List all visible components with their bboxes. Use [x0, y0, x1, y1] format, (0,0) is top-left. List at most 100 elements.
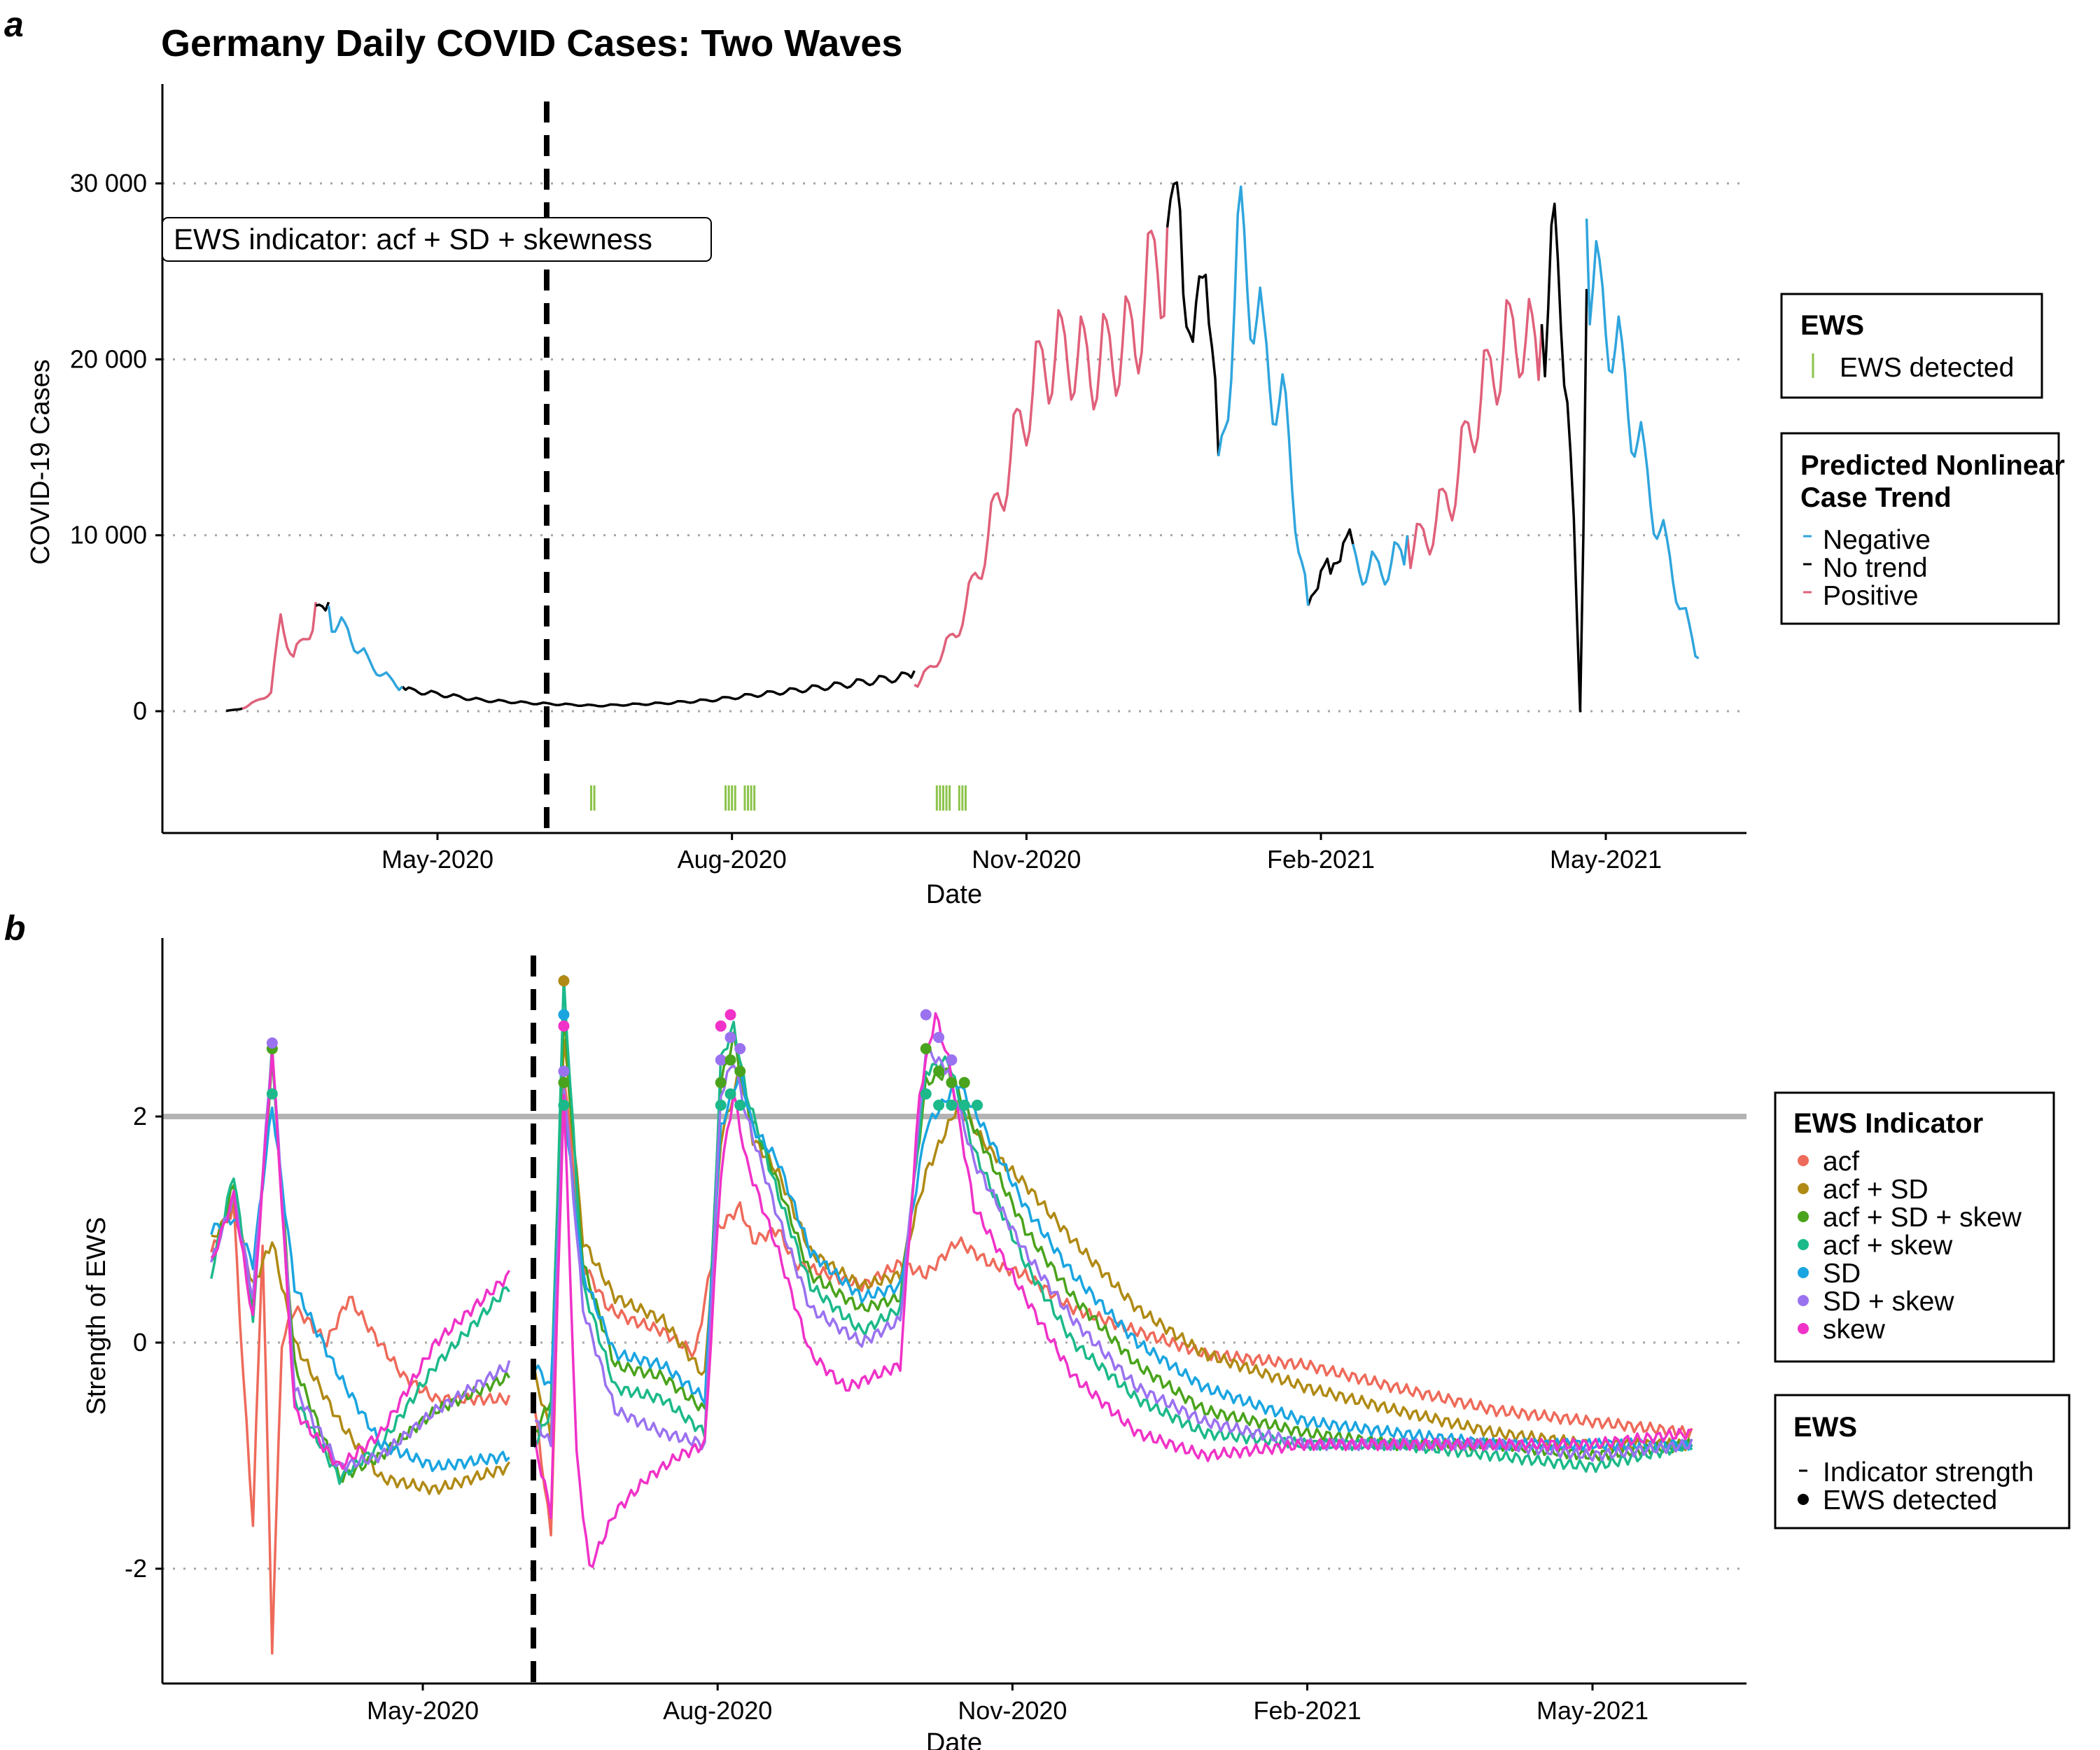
ews-detected-point: [958, 1077, 970, 1088]
annotation-box: [162, 217, 712, 262]
legend-box: [1780, 432, 2060, 625]
panel-a: a Germany Daily COVID Cases: Two Waves 0…: [4, 5, 2065, 909]
y-tick-label: 0: [133, 1328, 147, 1357]
legend-key: [1798, 1295, 1809, 1306]
indicator-line-skew: [210, 1048, 511, 1470]
y-tick-label: 2: [133, 1102, 147, 1130]
legend-title-line2: Case Trend: [1800, 482, 1952, 513]
legend-label: Indicator strength: [1823, 1457, 2033, 1488]
panel-b-y-ticks: -2 0 2: [125, 1102, 162, 1583]
legend-label: Negative: [1823, 525, 1931, 555]
ews-detected-point: [734, 1043, 746, 1055]
series-line-no-trend: [1166, 181, 1220, 456]
ews-detected-point: [558, 1020, 570, 1032]
ews-detected-point: [724, 1031, 736, 1043]
indicator-line-skew: [533, 1011, 1692, 1569]
ews-detected-point: [715, 1020, 727, 1032]
ews-detected-point: [946, 1054, 958, 1066]
panel-a-legend-trend: Predicted Nonlinear Case Trend Negative …: [1780, 432, 2065, 625]
ews-detected-point: [933, 1099, 945, 1111]
x-tick-label: Feb-2021: [1267, 845, 1375, 874]
series-line-no-trend: [315, 601, 330, 612]
ews-detected-point: [933, 1031, 945, 1043]
series-line-negative: [327, 605, 403, 692]
legend-title: EWS Indicator: [1793, 1108, 1983, 1139]
ews-detected-point: [734, 1065, 746, 1077]
ews-detected-point: [920, 1043, 932, 1055]
x-tick-label: Feb-2021: [1253, 1696, 1361, 1725]
legend-title-line1: Predicted Nonlinear: [1800, 450, 2065, 481]
panel-a-y-label: COVID-19 Cases: [26, 359, 55, 565]
ews-detected-point: [558, 1077, 570, 1088]
panel-b-y-label: Strength of EWS: [82, 1217, 111, 1415]
series-line-negative: [1352, 535, 1409, 586]
legend-label: EWS detected: [1823, 1485, 1997, 1516]
legend-key: [1798, 1183, 1809, 1194]
ews-detected-point: [558, 1009, 570, 1021]
ews-detected-point: [734, 1099, 746, 1111]
legend-label: skew: [1823, 1315, 1886, 1345]
panel-a-series: [225, 181, 1700, 713]
y-tick-label: -2: [125, 1554, 147, 1583]
ews-detected-point: [920, 1009, 932, 1021]
series-line-no-trend: [225, 707, 243, 713]
x-tick-label: Aug-2020: [678, 845, 787, 874]
panel-a-title: Germany Daily COVID Cases: Two Waves: [161, 22, 902, 64]
legend-key: [1798, 1267, 1809, 1278]
ews-detected-point: [724, 1088, 736, 1100]
panel-a-ews-ticks: [589, 785, 967, 811]
ews-detected-point: [933, 1065, 945, 1077]
legend-label: acf: [1823, 1147, 1859, 1177]
legend-box: [1774, 1091, 2055, 1363]
legend-label: acf + SD: [1823, 1175, 1928, 1205]
legend-box: [1780, 293, 2043, 399]
panel-b-series: [210, 974, 1693, 1655]
legend-label: No trend: [1823, 553, 1928, 583]
ews-detected-point: [266, 1037, 278, 1049]
panel-a-letter: a: [4, 5, 24, 44]
ews-detected-point: [266, 1088, 278, 1100]
panel-b-x-ticks: May-2020 Aug-2020 Nov-2020 Feb-2021 May-2021: [367, 1684, 1648, 1725]
x-tick-label: Nov-2020: [972, 845, 1081, 874]
x-tick-label: Aug-2020: [663, 1696, 772, 1725]
x-tick-label: Nov-2020: [958, 1696, 1067, 1725]
indicator-line-acf-skew: [533, 974, 1693, 1474]
legend-key: [1798, 1155, 1809, 1166]
y-tick-label: 30 000: [70, 169, 147, 197]
indicator-line-sd-skew: [534, 1044, 1693, 1462]
indicator-line-sd: [533, 1065, 1693, 1452]
ews-detected-point: [558, 1065, 570, 1077]
series-line-no-trend: [401, 670, 916, 708]
legend-key: [1798, 1211, 1809, 1222]
legend-label: Positive: [1823, 581, 1919, 611]
panel-b-letter: b: [4, 909, 26, 948]
x-tick-label: May-2021: [1550, 845, 1662, 874]
ews-detected-point: [715, 1099, 727, 1111]
series-line-negative: [1585, 218, 1700, 660]
indicator-line-acf: [533, 1075, 1693, 1536]
panel-b-ews-points: [266, 975, 983, 1111]
panel-a-x-label: Date: [926, 880, 982, 909]
legend-label: SD: [1823, 1259, 1861, 1289]
legend-label: acf + SD + skew: [1823, 1203, 2022, 1233]
legend-label: EWS detected: [1840, 353, 2014, 383]
x-tick-label: May-2020: [382, 845, 493, 874]
ews-detected-point: [958, 1099, 970, 1111]
panel-b-legend-ews: EWS Indicator strength EWS detected: [1774, 1394, 2071, 1530]
ews-detected-point: [715, 1054, 727, 1066]
panel-b-x-label: Date: [926, 1728, 982, 1750]
ews-detected-point: [972, 1099, 983, 1111]
ews-detected-point: [946, 1077, 958, 1088]
x-tick-label: May-2021: [1536, 1696, 1648, 1725]
series-line-no-trend: [1307, 528, 1354, 606]
y-tick-label: 10 000: [70, 521, 147, 550]
panel-b: b -202 May-2020 Aug-2020 Nov-2020 Feb-2021 M…: [4, 909, 2071, 1750]
y-tick-label: 0: [133, 696, 147, 725]
ews-detected-point: [558, 1099, 570, 1111]
ews-detected-point: [724, 1054, 736, 1066]
ews-detected-point: [920, 1088, 932, 1100]
annotation-text: EWS indicator: acf + SD + skewness: [174, 223, 652, 255]
panel-a-gridlines: [162, 182, 1746, 713]
